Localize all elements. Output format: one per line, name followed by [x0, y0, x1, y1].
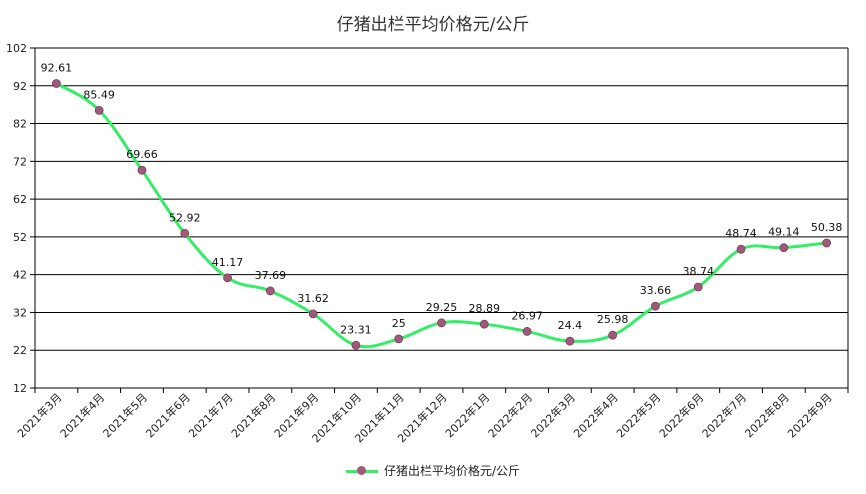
data-point: [51, 79, 61, 88]
x-tick-label: 2021年3月: [14, 390, 64, 440]
data-label: 25.98: [597, 313, 629, 326]
y-tick-labels: 12 22 32 42 52 62 72 82 92 102: [6, 42, 27, 395]
data-label: 50.38: [811, 221, 843, 234]
data-label: 29.25: [426, 301, 458, 314]
data-point: [651, 301, 660, 311]
data-point: [822, 238, 832, 248]
data-point: [394, 334, 404, 344]
data-point: [180, 229, 190, 238]
gridlines: [35, 47, 848, 389]
x-tick-label: 2021年7月: [185, 390, 235, 440]
data-label: 69.66: [126, 148, 158, 161]
x-tick-label: 2022年9月: [785, 390, 835, 440]
x-tick-label: 2022年8月: [742, 390, 792, 440]
legend-swatch: [345, 465, 378, 477]
x-tick-label: 2022年1月: [442, 390, 492, 440]
y-tick-label: 82: [13, 118, 27, 131]
data-label: 31.62: [297, 292, 329, 305]
x-tick-label: 2021年8月: [228, 390, 278, 440]
data-point: [94, 105, 104, 115]
x-tick-label: 2022年4月: [571, 390, 621, 440]
y-tick-label: 22: [13, 344, 27, 357]
y-tick-label: 42: [13, 269, 27, 282]
data-label: 28.89: [469, 302, 501, 315]
y-tick-label: 62: [13, 193, 27, 206]
legend-label: 仔猪出栏平均价格元/公斤: [383, 464, 521, 478]
data-label: 25: [392, 317, 406, 330]
data-label: 52.92: [169, 211, 201, 224]
x-tick-label: 2022年7月: [699, 390, 749, 440]
data-point: [736, 244, 746, 254]
data-label: 48.74: [725, 227, 757, 240]
data-point: [522, 327, 532, 336]
chart-title: 仔猪出栏平均价格元/公斤: [336, 15, 530, 35]
data-label: 49.14: [768, 226, 800, 239]
x-tick-label: 2021年5月: [100, 390, 150, 440]
data-label: 85.49: [83, 88, 115, 101]
x-tick-label: 2022年5月: [613, 390, 663, 440]
data-point: [351, 340, 361, 350]
data-point: [693, 282, 703, 292]
data-label: 41.17: [212, 256, 244, 269]
data-label: 24.4: [558, 319, 583, 332]
data-point: [779, 243, 789, 253]
y-tick-label: 102: [6, 42, 27, 55]
x-tick-label: 2021年6月: [143, 390, 193, 440]
data-point: [437, 318, 446, 328]
data-label: 26.97: [511, 309, 543, 322]
y-tick-label: 72: [13, 155, 27, 168]
y-tick-label: 12: [13, 382, 27, 395]
x-tick-label: 2022年2月: [485, 390, 535, 440]
data-points: [51, 79, 832, 350]
x-tick-labels: 2021年3月2021年4月2021年5月2021年6月2021年7月2021年…: [14, 390, 834, 445]
x-tick-label: 2021年4月: [57, 390, 107, 440]
data-point: [137, 165, 147, 175]
data-label: 33.66: [640, 284, 672, 297]
x-tick-label: 2022年6月: [656, 390, 706, 440]
data-point: [479, 319, 489, 329]
data-point: [265, 286, 275, 296]
data-point: [223, 273, 232, 283]
data-point: [608, 330, 618, 340]
y-tick-label: 92: [13, 80, 27, 93]
axes: [30, 47, 849, 393]
data-point: [308, 309, 318, 319]
y-tick-label: 52: [13, 231, 27, 244]
y-tick-label: 32: [13, 306, 27, 319]
data-label: 23.31: [340, 323, 372, 336]
data-point: [565, 336, 575, 346]
data-labels: 92.61 85.49 69.66 52.92 41.17 37.69 31.62 23.31…: [41, 61, 843, 336]
data-label: 37.69: [255, 269, 287, 282]
x-tick-label: 2022年3月: [528, 390, 578, 440]
legend: 仔猪出栏平均价格元/公斤: [0, 462, 866, 479]
data-label: 92.61: [41, 61, 73, 74]
data-label: 38.74: [682, 265, 714, 278]
